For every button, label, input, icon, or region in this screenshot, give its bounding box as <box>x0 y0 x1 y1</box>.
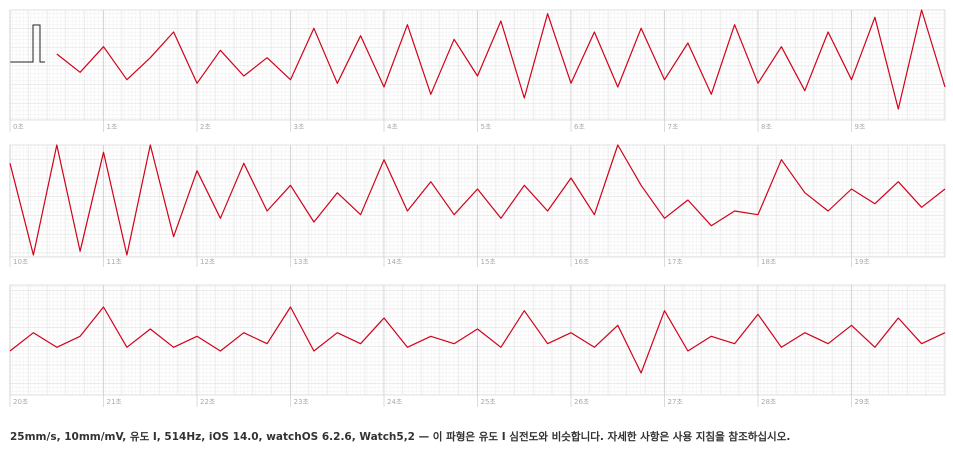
x-tick-label: 14초 <box>387 258 403 266</box>
x-tick-label: 3초 <box>294 123 305 131</box>
x-tick-label: 25초 <box>481 398 497 406</box>
x-tick-label: 10초 <box>13 258 29 266</box>
x-tick-label: 7초 <box>668 123 679 131</box>
ecg-trace <box>9 144 946 256</box>
x-tick-label: 23초 <box>294 398 310 406</box>
x-tick-label: 4초 <box>387 123 398 131</box>
footnote: 25mm/s, 10mm/mV, 유도 I, 514Hz, iOS 14.0, … <box>10 430 790 443</box>
x-tick-label: 11초 <box>107 258 123 266</box>
x-tick-label: 26초 <box>574 398 590 406</box>
ecg-trace <box>56 9 946 110</box>
x-tick-label: 15초 <box>481 258 497 266</box>
x-tick-label: 28초 <box>761 398 777 406</box>
x-tick-label: 27초 <box>668 398 684 406</box>
x-tick-label: 29초 <box>855 398 871 406</box>
calibration-pulse <box>10 24 45 63</box>
x-tick-label: 5초 <box>481 123 492 131</box>
x-tick-label: 22초 <box>200 398 216 406</box>
x-tick-label: 16초 <box>574 258 590 266</box>
x-tick-label: 9초 <box>855 123 866 131</box>
x-tick-label: 21초 <box>107 398 123 406</box>
x-tick-label: 1초 <box>107 123 118 131</box>
x-tick-label: 20초 <box>13 398 29 406</box>
x-tick-label: 13초 <box>294 258 310 266</box>
x-tick-label: 6초 <box>574 123 585 131</box>
x-tick-label: 2초 <box>200 123 211 131</box>
x-tick-label: 18초 <box>761 258 777 266</box>
x-tick-label: 8초 <box>761 123 772 131</box>
ecg-trace <box>9 306 946 374</box>
x-tick-label: 0초 <box>13 123 24 131</box>
x-tick-label: 17초 <box>668 258 684 266</box>
x-tick-label: 19초 <box>855 258 871 266</box>
x-tick-label: 12초 <box>200 258 216 266</box>
x-tick-label: 24초 <box>387 398 403 406</box>
